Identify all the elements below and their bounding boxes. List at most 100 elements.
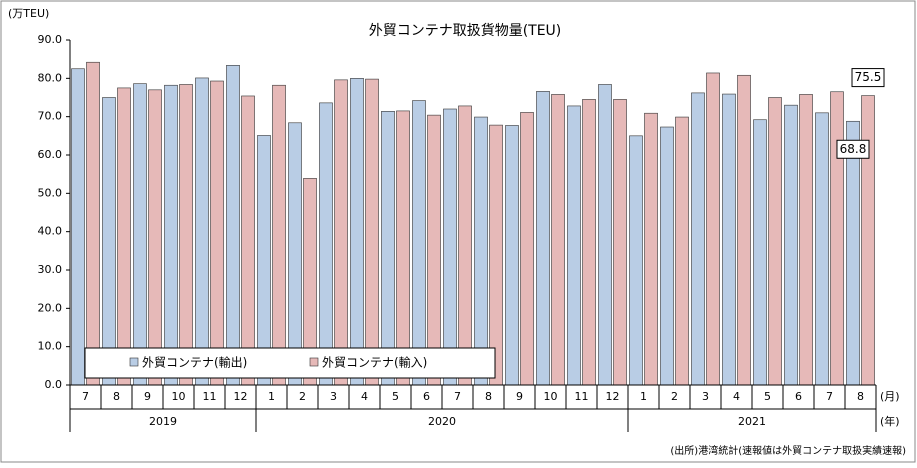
y-tick-label: 10.0 <box>38 340 63 353</box>
year-label: 2019 <box>149 415 177 428</box>
x-tick-label: 8 <box>113 390 120 403</box>
bar <box>644 112 658 386</box>
bar <box>288 122 302 386</box>
bar <box>660 126 674 386</box>
bar <box>629 135 643 386</box>
bar <box>381 111 395 386</box>
year-label: 2021 <box>738 415 766 428</box>
bar <box>830 91 844 386</box>
bar <box>536 91 550 386</box>
x-tick-label: 3 <box>702 390 709 403</box>
x-tick-label: 10 <box>544 390 558 403</box>
bar <box>551 94 565 386</box>
chart-title: 外貿コンテナ取扱貨物量(TEU) <box>369 22 562 39</box>
bar <box>412 100 426 386</box>
bar <box>350 78 364 386</box>
year-label: 2020 <box>428 415 456 428</box>
y-tick-label: 30.0 <box>38 263 63 276</box>
bar <box>102 97 116 386</box>
data-label-box <box>851 68 885 88</box>
x-tick-label: 4 <box>733 390 740 403</box>
legend-swatch <box>129 357 139 367</box>
bar <box>365 78 379 386</box>
x-tick-label: 12 <box>606 390 620 403</box>
bar <box>179 84 193 386</box>
bar <box>799 94 813 386</box>
bar <box>846 120 860 386</box>
bar <box>753 119 767 386</box>
bar <box>334 79 348 386</box>
bar <box>706 72 720 386</box>
bar <box>71 68 85 386</box>
bar <box>117 87 131 386</box>
bar <box>520 112 534 386</box>
data-label: 75.5 <box>855 70 882 84</box>
legend-box <box>84 347 496 379</box>
y-tick-label: 50.0 <box>38 186 63 199</box>
data-label: 68.8 <box>840 142 867 156</box>
y-tick-label: 60.0 <box>38 148 63 161</box>
group-unit-label: (年) <box>880 414 900 428</box>
bar <box>226 65 240 386</box>
legend-label: 外貿コンテナ(輸出) <box>142 355 247 370</box>
x-tick-label: 5 <box>392 390 399 403</box>
y-tick-label: 40.0 <box>38 225 63 238</box>
bar <box>443 108 457 386</box>
x-tick-label: 1 <box>268 390 275 403</box>
bar <box>613 99 627 386</box>
bar <box>675 116 689 386</box>
data-label-box <box>836 139 870 159</box>
x-unit-label: (月) <box>880 390 900 403</box>
bar <box>582 99 596 386</box>
y-tick-label: 80.0 <box>38 71 63 84</box>
x-tick-label: 9 <box>144 390 151 403</box>
bar <box>195 77 209 386</box>
x-tick-label: 9 <box>516 390 523 403</box>
x-tick-label: 3 <box>330 390 337 403</box>
bar <box>815 112 829 386</box>
x-tick-label: 12 <box>234 390 248 403</box>
y-tick-label: 0.0 <box>45 378 63 391</box>
x-tick-label: 1 <box>640 390 647 403</box>
y-axis-label: (万TEU) <box>8 7 49 20</box>
y-tick-label: 20.0 <box>38 301 63 314</box>
x-tick-label: 8 <box>485 390 492 403</box>
legend-label: 外貿コンテナ(輸入) <box>322 355 427 370</box>
bar <box>861 95 875 386</box>
x-tick-label: 10 <box>172 390 186 403</box>
bar <box>567 105 581 386</box>
y-tick-label: 90.0 <box>38 33 63 46</box>
bar <box>210 80 224 386</box>
x-tick-label: 2 <box>671 390 678 403</box>
bar <box>474 116 488 386</box>
x-tick-label: 2 <box>299 390 306 403</box>
x-tick-label: 8 <box>857 390 864 403</box>
x-tick-label: 6 <box>423 390 430 403</box>
source-note: (出所)港湾統計(速報値は外貿コンテナ取扱実績速報) <box>670 444 906 457</box>
bar <box>86 61 100 386</box>
x-tick-label: 6 <box>795 390 802 403</box>
bar <box>272 84 286 386</box>
x-tick-label: 7 <box>826 390 833 403</box>
bar <box>458 105 472 386</box>
x-tick-label: 11 <box>575 390 589 403</box>
bar <box>319 102 333 386</box>
x-tick-label: 5 <box>764 390 771 403</box>
x-tick-label: 7 <box>454 390 461 403</box>
bar <box>737 74 751 386</box>
bar <box>164 84 178 386</box>
bar <box>768 97 782 386</box>
x-tick-label: 11 <box>203 390 217 403</box>
bar <box>489 124 503 386</box>
bar <box>784 104 798 386</box>
bar <box>598 84 612 386</box>
bar <box>505 125 519 386</box>
bar <box>427 114 441 386</box>
bar <box>396 110 410 386</box>
x-tick-label: 7 <box>82 390 89 403</box>
bar <box>148 89 162 386</box>
x-tick-label: 4 <box>361 390 368 403</box>
bar <box>691 92 705 386</box>
y-tick-label: 70.0 <box>38 110 63 123</box>
